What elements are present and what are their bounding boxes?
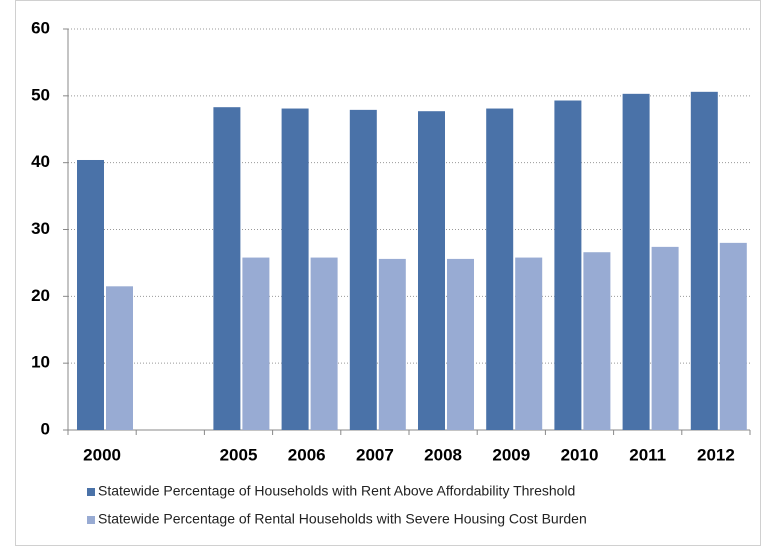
bar [310,257,338,430]
bar [554,100,582,431]
bar [447,258,474,430]
y-tick-label: 0 [41,419,50,438]
bar [378,258,406,430]
bar [622,93,650,430]
x-tick-label: 2012 [697,445,735,464]
bar [719,242,747,430]
bar [690,91,718,430]
bar [242,257,270,430]
legend-swatch [87,516,95,524]
bar [349,109,377,430]
x-tick-label: 2005 [220,445,258,464]
x-tick-label: 2009 [492,445,530,464]
x-tick-label: 2008 [424,445,462,464]
bar [651,246,679,430]
legend-label: Statewide Percentage of Households with … [98,483,575,499]
x-tick-label: 2007 [356,445,394,464]
y-tick-label: 10 [31,353,50,372]
bar [77,159,104,430]
bar [418,111,445,430]
y-tick-label: 40 [31,152,50,171]
legend-swatch [87,488,95,496]
bar [486,108,514,430]
legend-label: Statewide Percentage of Rental Household… [98,511,587,527]
bar [281,108,309,430]
y-tick-label: 30 [31,219,50,238]
x-tick-label: 2006 [288,445,326,464]
y-tick-label: 60 [31,18,50,37]
y-tick-label: 50 [31,85,50,104]
bar [106,286,133,430]
bar [515,257,543,430]
y-tick-label: 20 [31,286,50,305]
x-tick-label: 2010 [561,445,599,464]
x-tick-label: 2000 [83,445,121,464]
x-tick-label: 2011 [629,445,666,464]
bar [213,107,241,430]
bar [583,252,611,430]
